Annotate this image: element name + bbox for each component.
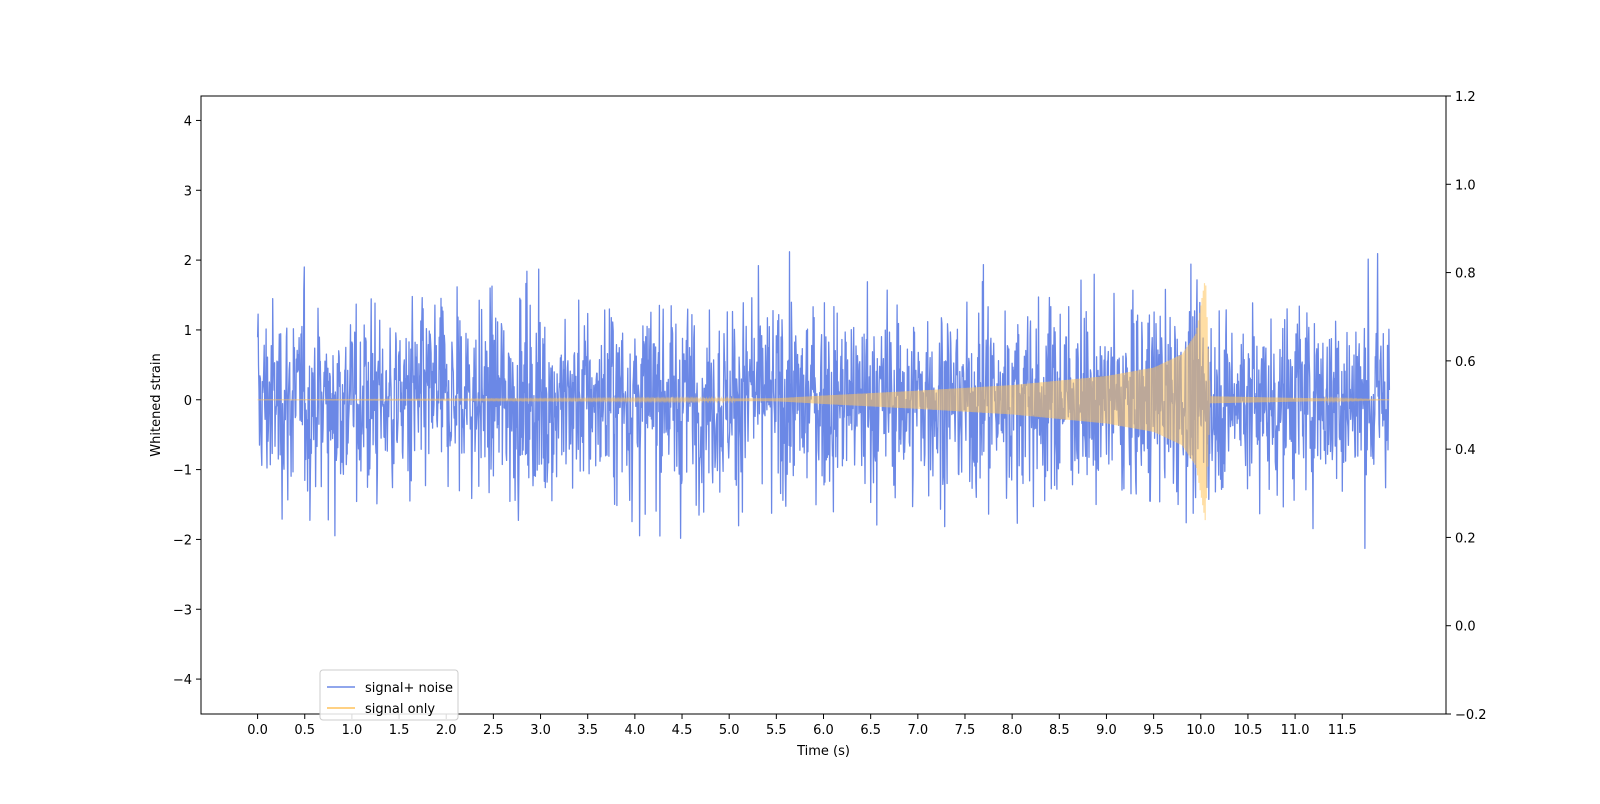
y-right-tick-label: 0.8 bbox=[1455, 267, 1476, 282]
legend-label-signal-noise: signal+ noise bbox=[365, 681, 453, 696]
series-line-signal-only bbox=[257, 283, 1390, 521]
x-tick-label: 5.0 bbox=[719, 723, 740, 738]
x-tick-label: 5.5 bbox=[766, 723, 787, 738]
x-tick-label: 0.0 bbox=[247, 723, 268, 738]
y-tick-label: 2 bbox=[184, 254, 192, 269]
x-tick-label: 8.5 bbox=[1049, 723, 1070, 738]
x-tick-label: 1.5 bbox=[389, 723, 410, 738]
y-tick-label: −4 bbox=[173, 673, 192, 688]
y-right-tick-label: 0.0 bbox=[1455, 620, 1476, 635]
x-axis: 0.0 0.5 1.0 1.5 2.0 2.5 3.0 3.5 4.0 4.5 5.0 5.5 6.0 6… bbox=[247, 714, 1357, 738]
x-tick-label: 9.0 bbox=[1096, 723, 1117, 738]
x-tick-label: 10.5 bbox=[1233, 723, 1262, 738]
y-tick-label: 1 bbox=[184, 324, 192, 339]
x-tick-label: 2.5 bbox=[483, 723, 504, 738]
x-tick-label: 1.0 bbox=[342, 723, 363, 738]
y-tick-label: 3 bbox=[184, 184, 192, 199]
y-axis-right: −0.2 0.0 0.2 0.4 0.6 0.8 1.0 1.2 bbox=[1446, 90, 1487, 723]
x-tick-label: 11.0 bbox=[1281, 723, 1310, 738]
x-tick-label: 10.0 bbox=[1186, 723, 1215, 738]
x-tick-label: 7.0 bbox=[907, 723, 928, 738]
legend: signal+ noise signal only bbox=[319, 669, 459, 721]
plot-content bbox=[256, 251, 1391, 550]
y-right-tick-label: 1.2 bbox=[1455, 90, 1476, 105]
x-tick-label: 2.0 bbox=[436, 723, 457, 738]
y-axis-label: Whitened strain bbox=[149, 353, 164, 456]
y-right-tick-label: 0.6 bbox=[1455, 355, 1476, 370]
y-tick-label: 0 bbox=[184, 394, 192, 409]
x-tick-label: 9.5 bbox=[1143, 723, 1164, 738]
y-right-tick-label: −0.2 bbox=[1455, 708, 1487, 723]
x-tick-label: 11.5 bbox=[1328, 723, 1357, 738]
x-tick-label: 3.0 bbox=[530, 723, 551, 738]
legend-label-signal-only: signal only bbox=[365, 702, 435, 717]
y-right-tick-label: 1.0 bbox=[1455, 178, 1476, 193]
x-tick-label: 7.5 bbox=[955, 723, 976, 738]
x-tick-label: 0.5 bbox=[294, 723, 315, 738]
y-right-tick-label: 0.2 bbox=[1455, 531, 1476, 546]
y-tick-label: −2 bbox=[173, 533, 192, 548]
y-tick-label: 4 bbox=[184, 114, 192, 129]
x-tick-label: 8.0 bbox=[1002, 723, 1023, 738]
x-tick-label: 4.0 bbox=[625, 723, 646, 738]
x-axis-label: Time (s) bbox=[796, 744, 850, 759]
y-tick-label: −3 bbox=[173, 603, 192, 618]
y-tick-label: −1 bbox=[173, 464, 192, 479]
x-tick-label: 6.5 bbox=[860, 723, 881, 738]
x-tick-label: 6.0 bbox=[813, 723, 834, 738]
y-axis-left: −4 −3 −2 −1 0 1 2 3 4 bbox=[173, 114, 201, 688]
y-right-tick-label: 0.4 bbox=[1455, 443, 1476, 458]
x-tick-label: 3.5 bbox=[577, 723, 598, 738]
x-tick-label: 4.5 bbox=[672, 723, 693, 738]
